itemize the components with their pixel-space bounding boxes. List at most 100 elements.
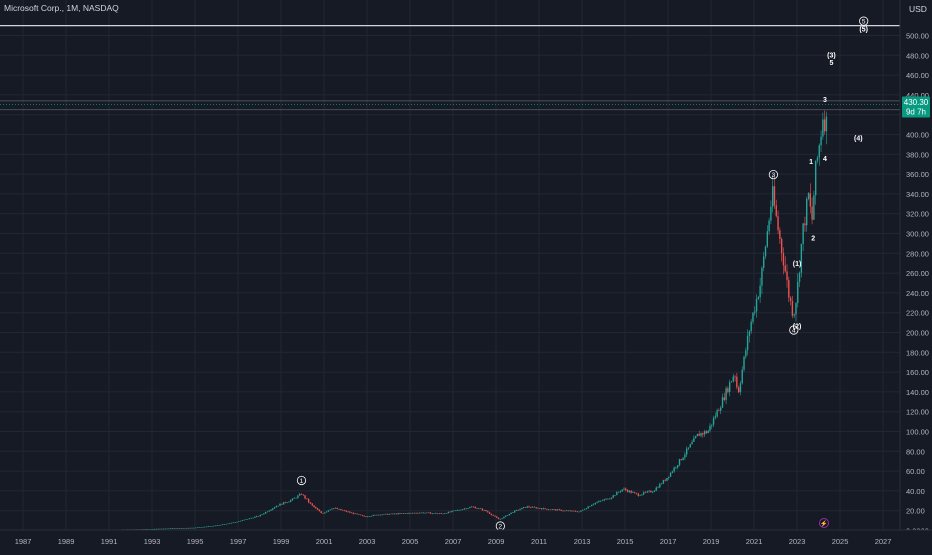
candle-body: [651, 491, 654, 493]
candle-body: [691, 441, 693, 445]
wave-label[interactable]: 2: [499, 524, 503, 531]
candle-body: [247, 519, 249, 520]
candle-body: [161, 528, 163, 530]
candle-body: [447, 511, 450, 514]
candle-body: [456, 509, 459, 511]
candle-body: [768, 220, 770, 232]
candle-body: [492, 515, 494, 516]
candle-body: [143, 529, 145, 530]
candle-body: [705, 431, 708, 434]
candle-body: [576, 511, 579, 513]
candle-body: [571, 510, 573, 512]
candle-body: [238, 521, 240, 523]
candle-body: [436, 513, 439, 515]
wave-label[interactable]: (4): [854, 135, 863, 142]
x-tick-label: 2003: [359, 537, 376, 546]
wave-label[interactable]: (5): [859, 27, 868, 34]
candle-body: [478, 508, 480, 510]
wave-label[interactable]: 4: [823, 156, 827, 163]
candle-body: [542, 508, 545, 510]
time-axis[interactable]: 1987 1989 1991 1993 1995 1997 1999 2001 2003 2005…: [0, 529, 932, 550]
wave-label[interactable]: 1: [300, 478, 304, 485]
candles-group: [5, 110, 828, 532]
candle-body: [644, 492, 647, 493]
candle-body: [770, 206, 772, 221]
y-tick-label: 60.00: [906, 467, 925, 476]
candle-body: [703, 431, 706, 435]
candle-body: [189, 527, 192, 529]
candle-body: [513, 510, 516, 513]
candle-body: [316, 508, 319, 510]
candle-body: [429, 512, 432, 514]
candle-body: [814, 160, 817, 196]
candle-body: [673, 467, 675, 472]
price-axis[interactable]: 0.000020.0040.0060.0080.00100.00120.0014…: [899, 0, 932, 536]
candle-body: [404, 513, 407, 514]
candle-body: [763, 256, 765, 268]
candle-body: [816, 157, 819, 161]
candle-body: [272, 508, 274, 510]
candle-body: [721, 397, 724, 408]
candle-body: [438, 513, 441, 514]
candle-body: [682, 457, 684, 461]
candle-body: [759, 285, 761, 298]
wave-label[interactable]: 2: [811, 235, 815, 242]
candle-body: [148, 529, 150, 530]
candle-body: [187, 527, 190, 529]
candle-body: [804, 223, 806, 226]
alert-marker[interactable]: ⚡: [819, 518, 829, 528]
x-tick-label: 2007: [445, 537, 462, 546]
alert-circle-icon[interactable]: [819, 518, 829, 528]
candle-body: [720, 407, 722, 411]
candle-body: [628, 490, 631, 492]
candle-body: [546, 508, 548, 510]
wave-label-circle: [859, 16, 869, 26]
y-tick-label: 40.00: [906, 487, 925, 496]
candle-body: [406, 513, 408, 514]
candle-body: [750, 321, 752, 332]
candle-body: [209, 526, 211, 527]
candle-body: [711, 424, 713, 426]
y-tick-label: 320.00: [906, 210, 929, 219]
candle-body: [214, 525, 217, 527]
candle-body: [462, 509, 464, 510]
candle-body: [243, 519, 245, 521]
candle-body: [567, 510, 570, 512]
x-tick-label: 2021: [746, 537, 763, 546]
candle-body: [505, 515, 507, 517]
wave-label[interactable]: (1): [793, 261, 802, 268]
x-tick-label: 2013: [574, 537, 591, 546]
candle-body: [349, 511, 351, 513]
lightning-icon: ⚡: [820, 520, 827, 528]
candle-body: [617, 491, 620, 493]
candle-body: [245, 519, 247, 520]
wave-label[interactable]: 1: [809, 159, 813, 166]
candle-body: [196, 527, 199, 529]
candle-body: [250, 517, 253, 519]
candle-body: [574, 510, 577, 512]
wave-label[interactable]: 4: [792, 328, 796, 335]
wave-label[interactable]: 3: [823, 97, 827, 104]
wave-label[interactable]: 5: [829, 60, 833, 67]
wave-label[interactable]: 3: [772, 172, 776, 179]
wave-label[interactable]: 5: [862, 19, 866, 26]
candle-body: [605, 498, 607, 500]
candle-body: [182, 528, 184, 529]
y-tick-label: 440.00: [906, 91, 929, 100]
candle-body: [807, 193, 810, 199]
candle-body: [521, 507, 523, 510]
candle-body: [766, 231, 769, 247]
candle-body: [230, 522, 233, 524]
candle-body: [359, 514, 362, 516]
candle-body: [519, 509, 521, 511]
currency-label[interactable]: USD: [909, 4, 927, 14]
candle-body: [530, 507, 532, 508]
wave-label[interactable]: (2): [793, 324, 802, 331]
candle-body: [424, 512, 426, 514]
wave-label[interactable]: (3): [827, 52, 836, 59]
candle-body: [338, 508, 340, 510]
candle-body: [284, 502, 287, 503]
candle-body: [254, 516, 256, 518]
